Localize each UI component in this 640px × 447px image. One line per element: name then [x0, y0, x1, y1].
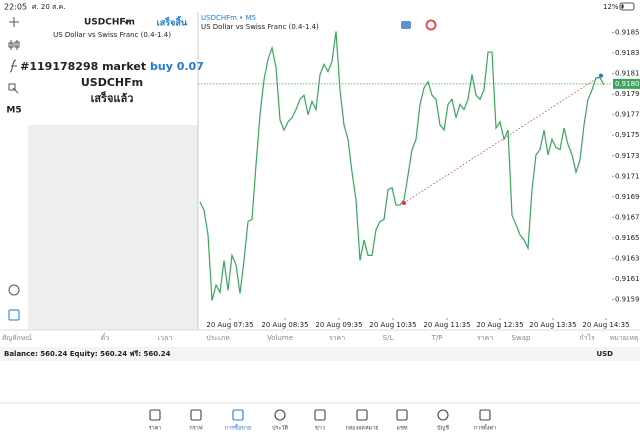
status-battery: 12% [603, 3, 619, 11]
current-price-box [613, 78, 640, 89]
trade-entry [402, 200, 406, 205]
nav-label[interactable]: ราคา [149, 426, 162, 432]
table-header: สัญลักษณ์ ตั๋ว เวลา ประเภท Volume ราคา S/L T/P ร… [2, 333, 639, 342]
price-line [199, 31, 605, 301]
x-tick-label: 20 Aug 12:35 [476, 321, 523, 329]
toolbar [8, 17, 20, 321]
trade-exit [599, 73, 603, 78]
history-tool[interactable] [8, 284, 20, 296]
column-header: Swap [512, 334, 531, 342]
order-id: #119178298 market [20, 60, 146, 73]
nav-icon[interactable] [232, 409, 244, 421]
nav-icon[interactable] [274, 409, 286, 421]
battery-level [621, 4, 624, 9]
order-side: buy 0.07 [150, 60, 204, 73]
nav-icon[interactable] [356, 409, 368, 421]
nav-label[interactable]: ข่าว [315, 426, 325, 432]
nav-label[interactable]: กราฟ [189, 425, 202, 432]
order-symbol: USDCHFm [81, 76, 143, 89]
balance: Balance: 560.24 Equity: 560.24 ฟรี: 560.… [4, 350, 171, 358]
nav-icon[interactable] [437, 409, 449, 421]
y-tick-label: 0.91590 [615, 296, 640, 304]
column-header: ประเภท [206, 334, 230, 342]
done-button[interactable]: เสร็จสิ้น [157, 16, 188, 29]
trade-line [403, 75, 602, 204]
x-tick-label: 20 Aug 10:35 [369, 321, 416, 329]
currency: USD [596, 350, 613, 358]
x-tick-label: 20 Aug 14:35 [582, 321, 629, 329]
nav-icon[interactable] [396, 409, 408, 421]
function-tool[interactable] [9, 59, 17, 73]
order-result: เสร็จแล้ว [91, 91, 134, 105]
objects-tool[interactable] [8, 83, 19, 94]
status-time: 22:05 [4, 3, 27, 12]
nav-label[interactable]: ประวัติ [272, 425, 288, 432]
x-tick-label: 20 Aug 13:35 [529, 321, 576, 329]
column-header: ราคา [329, 334, 345, 342]
order-line: #119178298 market buy 0.07 [20, 60, 204, 73]
symbol-chevron[interactable] [123, 20, 130, 25]
panel-description: US Dollar vs Swiss Franc (0.4-1.4) [53, 31, 171, 39]
crosshair-tool[interactable] [9, 17, 19, 27]
nav-icon[interactable] [479, 409, 491, 421]
nav-icon[interactable] [314, 409, 326, 421]
nav-icon[interactable] [149, 409, 161, 421]
one-click-icon[interactable] [401, 21, 411, 29]
nav-label[interactable]: การตั้งค่า [474, 424, 496, 432]
trade-tool[interactable] [8, 309, 20, 321]
x-tick-label: 20 Aug 08:35 [261, 321, 308, 329]
trade-icon[interactable] [425, 19, 437, 31]
nav-label[interactable]: การซื้อขาย [225, 424, 251, 432]
battery-icon [619, 2, 635, 11]
bottom-nav: ราคา กราฟ การซื้อขาย ประวัติ ข่าว กล่องจดหมาย… [149, 409, 496, 432]
status-date: ศ. 20 ส.ค. [32, 3, 65, 11]
column-header: T/P [431, 334, 443, 342]
chart-subtitle: US Dollar vs Swiss Franc (0.4-1.4) [201, 23, 319, 31]
x-tick-label: 20 Aug 09:35 [315, 321, 362, 329]
panel-blank [28, 125, 198, 330]
current-price-label: 0.91800 [615, 80, 640, 88]
timeframe[interactable]: M5 [6, 106, 21, 116]
column-header: หมายเหตุ [610, 334, 639, 342]
column-header: เวลา [158, 334, 173, 342]
column-header: กำไร [579, 333, 595, 342]
nav-icon[interactable] [190, 409, 202, 421]
column-header: Volume [267, 334, 293, 342]
x-tick-label: 20 Aug 11:35 [423, 321, 470, 329]
column-header: ราคา [477, 334, 493, 342]
nav-label[interactable]: บัญชี [437, 425, 449, 432]
balance-row [0, 347, 640, 361]
column-header: S/L [383, 334, 394, 342]
column-header: สัญลักษณ์ [2, 334, 32, 342]
nav-label[interactable]: กล่องจดหมาย [345, 426, 378, 432]
chart-title: USDCHFm • M5 [201, 14, 256, 22]
indicator-tool[interactable] [8, 40, 20, 50]
nav-label[interactable]: แชท [397, 425, 408, 432]
panel-symbol[interactable]: USDCHFm [84, 18, 135, 28]
column-header: ตั๋ว [101, 333, 110, 342]
x-tick-label: 20 Aug 07:35 [206, 321, 253, 329]
